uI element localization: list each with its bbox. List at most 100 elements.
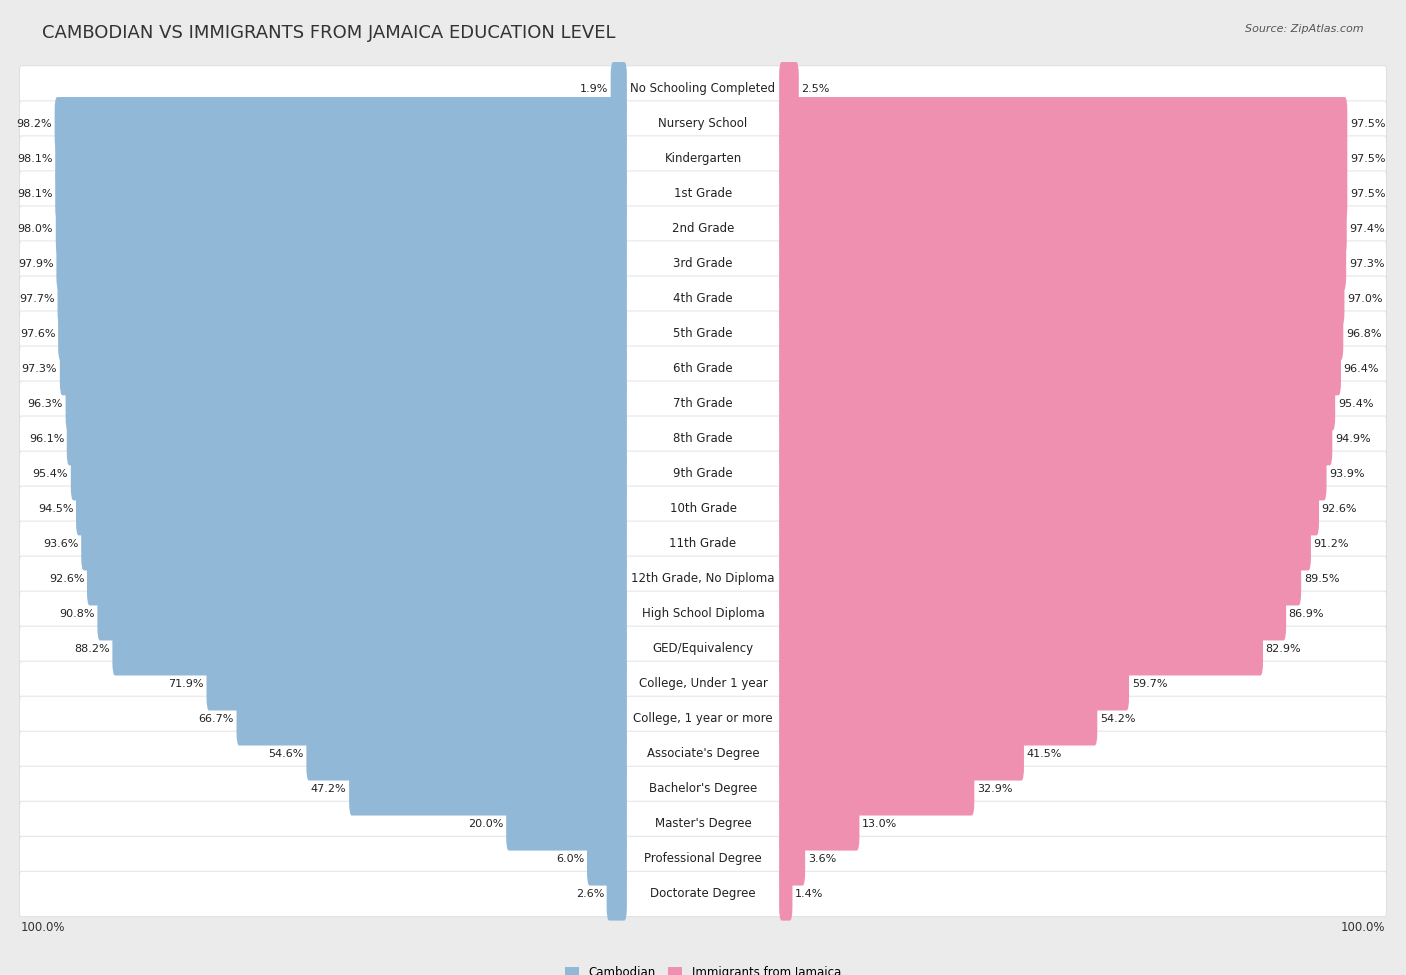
FancyBboxPatch shape [20,171,1386,216]
FancyBboxPatch shape [20,626,1386,672]
Text: Kindergarten: Kindergarten [665,152,741,165]
Text: 97.7%: 97.7% [20,293,55,304]
Text: Bachelor's Degree: Bachelor's Degree [650,782,756,796]
Text: 9th Grade: 9th Grade [673,467,733,481]
FancyBboxPatch shape [20,521,1386,566]
FancyBboxPatch shape [606,868,627,920]
FancyBboxPatch shape [20,487,1386,531]
FancyBboxPatch shape [20,416,1386,461]
Text: GED/Equivalency: GED/Equivalency [652,643,754,655]
FancyBboxPatch shape [779,868,793,920]
FancyBboxPatch shape [779,377,1336,430]
FancyBboxPatch shape [236,692,627,746]
Text: 97.4%: 97.4% [1350,223,1385,234]
FancyBboxPatch shape [20,837,1386,881]
Text: 94.5%: 94.5% [38,504,73,514]
FancyBboxPatch shape [56,237,627,291]
FancyBboxPatch shape [779,412,1333,465]
FancyBboxPatch shape [20,451,1386,496]
Text: 2.6%: 2.6% [575,889,605,899]
FancyBboxPatch shape [20,766,1386,812]
Text: Doctorate Degree: Doctorate Degree [650,887,756,901]
FancyBboxPatch shape [76,483,627,535]
Text: 95.4%: 95.4% [1339,399,1374,409]
FancyBboxPatch shape [70,448,627,500]
FancyBboxPatch shape [20,872,1386,916]
FancyBboxPatch shape [20,276,1386,322]
Text: 54.2%: 54.2% [1099,714,1136,723]
Text: 6.0%: 6.0% [557,854,585,864]
FancyBboxPatch shape [56,202,627,255]
Text: 92.6%: 92.6% [1322,504,1357,514]
FancyBboxPatch shape [20,241,1386,287]
Text: 100.0%: 100.0% [21,920,65,934]
FancyBboxPatch shape [20,801,1386,846]
FancyBboxPatch shape [20,100,1386,146]
FancyBboxPatch shape [20,696,1386,742]
Text: 59.7%: 59.7% [1132,679,1167,689]
FancyBboxPatch shape [20,381,1386,426]
Text: 71.9%: 71.9% [169,679,204,689]
FancyBboxPatch shape [779,342,1341,396]
FancyBboxPatch shape [20,556,1386,602]
FancyBboxPatch shape [779,167,1347,220]
Text: 100.0%: 100.0% [1341,920,1385,934]
FancyBboxPatch shape [97,587,627,641]
Text: 93.6%: 93.6% [44,539,79,549]
FancyBboxPatch shape [779,798,859,850]
Legend: Cambodian, Immigrants from Jamaica: Cambodian, Immigrants from Jamaica [565,965,841,975]
Text: 8th Grade: 8th Grade [673,432,733,446]
Text: Master's Degree: Master's Degree [655,817,751,831]
Text: 96.1%: 96.1% [28,434,65,444]
FancyBboxPatch shape [779,833,806,885]
Text: 96.8%: 96.8% [1346,329,1382,338]
FancyBboxPatch shape [55,132,627,185]
Text: College, 1 year or more: College, 1 year or more [633,713,773,725]
Text: 97.3%: 97.3% [21,364,58,373]
FancyBboxPatch shape [610,62,627,115]
Text: 1.4%: 1.4% [794,889,824,899]
FancyBboxPatch shape [779,237,1346,291]
Text: 6th Grade: 6th Grade [673,363,733,375]
FancyBboxPatch shape [779,657,1129,711]
Text: 97.3%: 97.3% [1348,258,1385,269]
FancyBboxPatch shape [82,517,627,570]
FancyBboxPatch shape [349,762,627,815]
FancyBboxPatch shape [779,307,1343,361]
Text: CAMBODIAN VS IMMIGRANTS FROM JAMAICA EDUCATION LEVEL: CAMBODIAN VS IMMIGRANTS FROM JAMAICA EDU… [42,24,616,42]
Text: No Schooling Completed: No Schooling Completed [630,82,776,96]
Text: 97.5%: 97.5% [1350,119,1385,129]
Text: Source: ZipAtlas.com: Source: ZipAtlas.com [1246,24,1364,34]
FancyBboxPatch shape [66,377,627,430]
FancyBboxPatch shape [506,798,627,850]
FancyBboxPatch shape [87,552,627,605]
FancyBboxPatch shape [20,661,1386,707]
FancyBboxPatch shape [55,98,627,150]
FancyBboxPatch shape [779,483,1319,535]
Text: 3rd Grade: 3rd Grade [673,257,733,270]
Text: 98.0%: 98.0% [18,223,53,234]
FancyBboxPatch shape [779,762,974,815]
Text: 41.5%: 41.5% [1026,749,1062,759]
Text: 3.6%: 3.6% [808,854,837,864]
Text: College, Under 1 year: College, Under 1 year [638,678,768,690]
Text: 11th Grade: 11th Grade [669,537,737,550]
Text: Associate's Degree: Associate's Degree [647,748,759,760]
FancyBboxPatch shape [779,692,1097,746]
Text: 98.1%: 98.1% [17,154,52,164]
Text: 4th Grade: 4th Grade [673,292,733,305]
Text: 98.2%: 98.2% [17,119,52,129]
Text: 94.9%: 94.9% [1334,434,1371,444]
Text: 90.8%: 90.8% [59,608,94,619]
Text: 97.0%: 97.0% [1347,293,1382,304]
Text: 1.9%: 1.9% [579,84,607,94]
FancyBboxPatch shape [779,552,1301,605]
Text: 12th Grade, No Diploma: 12th Grade, No Diploma [631,572,775,585]
Text: 97.9%: 97.9% [18,258,53,269]
FancyBboxPatch shape [58,272,627,326]
Text: 97.5%: 97.5% [1350,189,1385,199]
Text: 88.2%: 88.2% [75,644,110,654]
FancyBboxPatch shape [58,307,627,361]
Text: 20.0%: 20.0% [468,819,503,829]
Text: 91.2%: 91.2% [1313,539,1350,549]
